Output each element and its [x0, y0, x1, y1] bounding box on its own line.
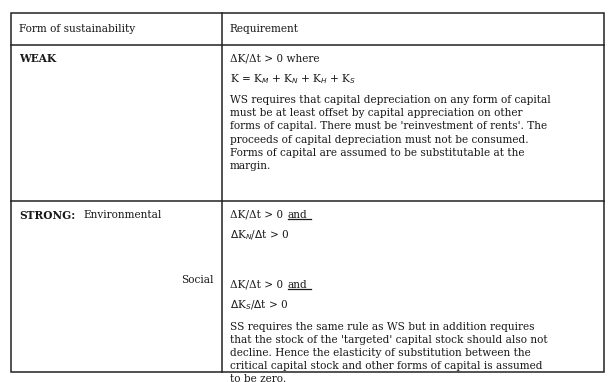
Text: $\Delta$K$_N$/$\Delta$t > 0: $\Delta$K$_N$/$\Delta$t > 0: [229, 228, 289, 242]
Text: Environmental: Environmental: [84, 210, 162, 220]
Text: $\Delta$K$_S$/$\Delta$t > 0: $\Delta$K$_S$/$\Delta$t > 0: [229, 298, 288, 312]
Text: Form of sustainability: Form of sustainability: [19, 24, 135, 34]
Text: K = K$_M$ + K$_N$ + K$_H$ + K$_S$: K = K$_M$ + K$_N$ + K$_H$ + K$_S$: [229, 72, 356, 86]
Text: SS requires the same rule as WS but in addition requires
that the stock of the ': SS requires the same rule as WS but in a…: [229, 322, 547, 382]
Text: and: and: [288, 280, 308, 290]
Text: and: and: [288, 210, 308, 220]
Text: WS requires that capital depreciation on any form of capital
must be at least of: WS requires that capital depreciation on…: [229, 96, 550, 171]
Text: ΔK/Δt > 0: ΔK/Δt > 0: [229, 210, 286, 220]
Text: Requirement: Requirement: [229, 24, 298, 34]
Text: WEAK: WEAK: [19, 53, 56, 65]
FancyBboxPatch shape: [11, 13, 604, 372]
Text: STRONG:: STRONG:: [19, 210, 75, 220]
Text: ΔK/Δt > 0 where: ΔK/Δt > 0 where: [229, 53, 319, 63]
Text: ΔK/Δt > 0: ΔK/Δt > 0: [229, 280, 286, 290]
Text: Social: Social: [181, 275, 213, 285]
